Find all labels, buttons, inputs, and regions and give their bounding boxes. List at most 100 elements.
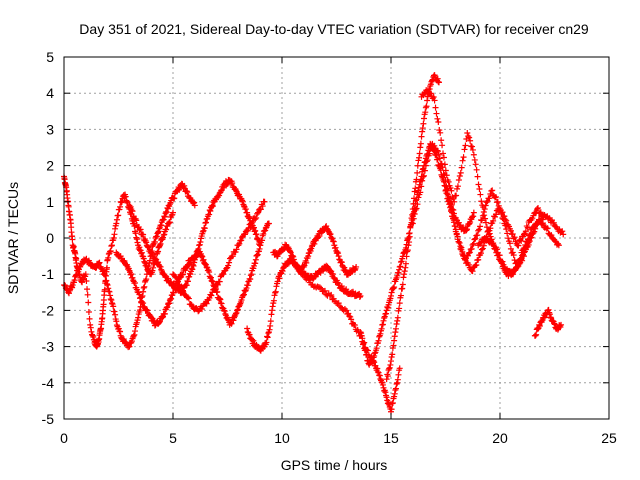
data-point [417, 144, 424, 151]
data-point [520, 249, 527, 256]
data-point [191, 199, 198, 206]
data-point [391, 337, 398, 344]
data-point [203, 300, 210, 307]
data-point [156, 262, 163, 269]
data-point [441, 161, 448, 168]
data-point [338, 259, 345, 266]
y-axis-ticks: -5 -4 -3 -2 -1 0 1 2 3 4 5 [42, 49, 609, 427]
data-point [388, 292, 394, 299]
data-point [209, 203, 216, 210]
data-point [392, 385, 399, 392]
data-point [241, 231, 248, 238]
data-point [155, 229, 162, 236]
data-point [467, 137, 474, 144]
data-point [460, 154, 467, 161]
data-point [279, 268, 286, 275]
data-point [360, 339, 367, 346]
data-point [475, 181, 482, 188]
data-point [457, 169, 464, 176]
data-point [79, 260, 86, 267]
data-point [115, 325, 122, 332]
data-point [95, 260, 102, 267]
data-point [236, 303, 243, 310]
data-point [396, 300, 403, 307]
data-point [399, 281, 406, 288]
data-point [396, 365, 403, 372]
data-point [145, 265, 152, 272]
data-point [247, 224, 254, 231]
data-point [189, 266, 196, 273]
data-point [112, 225, 119, 232]
data-point [259, 203, 266, 210]
data-point [381, 314, 388, 321]
data-point [432, 104, 439, 111]
data-point [517, 236, 524, 243]
data-point [417, 189, 424, 196]
data-point [422, 104, 429, 111]
data-point [92, 264, 99, 271]
data-point [397, 263, 404, 270]
data-point [392, 329, 399, 336]
y-tick-label: 3 [46, 121, 54, 137]
data-point [444, 195, 451, 202]
data-point [414, 169, 421, 176]
data-point [474, 173, 481, 180]
data-point [272, 289, 279, 296]
data-point [129, 208, 136, 215]
data-point [534, 204, 541, 211]
y-tick-label: -1 [42, 266, 55, 282]
data-point [133, 217, 140, 224]
data-point [156, 242, 163, 249]
data-point [383, 310, 390, 317]
data-point [510, 235, 517, 242]
data-point [493, 246, 500, 253]
data-point [168, 295, 175, 302]
data-point [420, 173, 427, 180]
data-point [85, 308, 92, 315]
data-point [79, 279, 86, 286]
data-point [463, 227, 470, 234]
chart-title: Day 351 of 2021, Sidereal Day-to-day VTE… [79, 21, 589, 37]
data-point [454, 183, 461, 190]
y-axis-label: SDTVAR / TECUs [5, 182, 21, 294]
data-point [143, 306, 150, 313]
data-point [257, 206, 264, 213]
data-point [401, 271, 408, 278]
data-point [140, 255, 147, 262]
data-point [155, 248, 162, 255]
data-point [111, 231, 118, 238]
data-point [427, 90, 434, 97]
data-point [171, 273, 178, 280]
data-point [330, 238, 337, 245]
data-point [480, 242, 487, 249]
data-point [526, 231, 533, 238]
data-point [418, 183, 425, 190]
data-point [304, 273, 311, 280]
data-point [507, 227, 514, 234]
data-point [539, 220, 546, 227]
data-point [269, 303, 276, 310]
data-point [263, 339, 270, 346]
data-point [153, 233, 160, 240]
data-point [328, 291, 335, 298]
data-point [270, 297, 277, 304]
data-point [151, 239, 158, 246]
data-point [414, 162, 421, 169]
data-point [334, 249, 341, 256]
data-point [358, 332, 365, 339]
data-point [161, 213, 168, 220]
data-point [239, 292, 246, 299]
data-point [468, 245, 475, 252]
data-point [113, 220, 120, 227]
data-point [161, 310, 168, 317]
data-point [164, 303, 171, 310]
data-point [456, 240, 463, 247]
data-point [480, 204, 487, 211]
data-point [435, 118, 442, 125]
data-point [373, 345, 380, 352]
data-point [88, 328, 95, 335]
data-point [222, 311, 229, 318]
data-point [252, 256, 259, 263]
data-point [122, 193, 129, 200]
data-point [482, 215, 489, 222]
